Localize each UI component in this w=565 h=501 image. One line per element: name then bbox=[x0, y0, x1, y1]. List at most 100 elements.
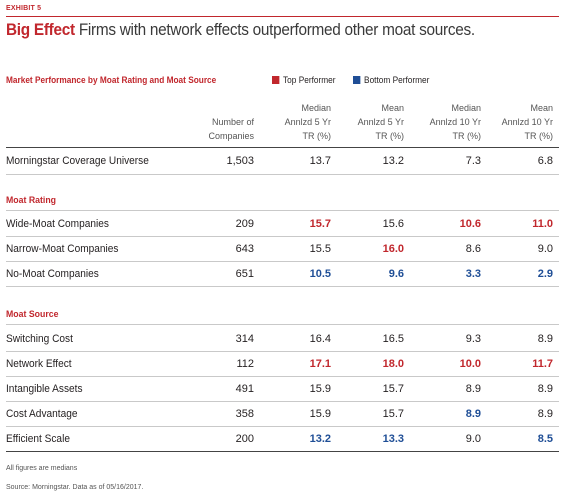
row-divider bbox=[6, 324, 559, 325]
table-cell: 15.7 bbox=[382, 407, 404, 420]
row-divider bbox=[6, 351, 559, 352]
table-cell: 358 bbox=[235, 407, 254, 420]
table-cell: 643 bbox=[235, 242, 254, 255]
table-cell: 3.3 bbox=[465, 267, 481, 280]
row-label: No-Moat Companies bbox=[6, 267, 99, 280]
column-header-line: Annlzd 5 Yr bbox=[357, 117, 404, 127]
table-cell: 15.9 bbox=[309, 382, 331, 395]
table-cell: 16.0 bbox=[382, 242, 404, 255]
column-header-line: Annlzd 10 Yr bbox=[501, 117, 553, 127]
row-divider bbox=[6, 147, 559, 148]
table-cell: 8.6 bbox=[465, 242, 481, 255]
table-cell: 13.2 bbox=[382, 154, 404, 167]
table-cell: 13.7 bbox=[309, 154, 331, 167]
legend-top-performer: Top Performer bbox=[272, 75, 336, 85]
row-label: Switching Cost bbox=[6, 332, 73, 345]
table-cell: 16.4 bbox=[309, 332, 331, 345]
table-cell: 8.5 bbox=[537, 432, 553, 445]
row-divider bbox=[6, 401, 559, 402]
legend-swatch-top bbox=[272, 76, 280, 84]
column-header-line: Median bbox=[451, 103, 481, 113]
table-cell: 9.0 bbox=[465, 432, 481, 445]
column-header-3: Mean Annlzd 5 Yr TR (%) bbox=[324, 101, 404, 143]
table-cell: 15.9 bbox=[309, 407, 331, 420]
row-divider bbox=[6, 236, 559, 237]
column-header-line: Annlzd 10 Yr bbox=[429, 117, 481, 127]
row-label: Efficient Scale bbox=[6, 432, 70, 445]
row-divider bbox=[6, 451, 559, 452]
column-header-line: TR (%) bbox=[524, 131, 554, 141]
table-cell: 8.9 bbox=[537, 332, 553, 345]
top-rule bbox=[6, 16, 559, 17]
row-label: Morningstar Coverage Universe bbox=[6, 154, 149, 167]
column-header-1: Number of Companies bbox=[174, 115, 254, 143]
table-cell: 11.0 bbox=[532, 217, 553, 230]
row-divider bbox=[6, 426, 559, 427]
table-cell: 13.3 bbox=[382, 432, 404, 445]
column-header-line: Annlzd 5 Yr bbox=[284, 117, 331, 127]
table-cell: 1,503 bbox=[226, 154, 254, 167]
exhibit-label: EXHIBIT 5 bbox=[6, 5, 42, 12]
table-cell: 314 bbox=[235, 332, 254, 345]
section-heading: Moat Source bbox=[6, 309, 59, 320]
table-cell: 8.9 bbox=[537, 407, 553, 420]
table-cell: 11.7 bbox=[532, 357, 553, 370]
row-divider bbox=[6, 210, 559, 211]
row-label: Wide-Moat Companies bbox=[6, 217, 109, 230]
headline-text: Firms with network effects outperformed … bbox=[74, 21, 475, 39]
table-cell: 8.9 bbox=[465, 382, 481, 395]
table-cell: 2.9 bbox=[537, 267, 553, 280]
legend-label-top: Top Performer bbox=[283, 75, 336, 85]
table-cell: 10.6 bbox=[459, 217, 481, 230]
section-heading: Moat Rating bbox=[6, 195, 57, 206]
column-header-4: Median Annlzd 10 Yr TR (%) bbox=[401, 101, 481, 143]
table-cell: 9.6 bbox=[388, 267, 404, 280]
table-cell: 10.5 bbox=[309, 267, 331, 280]
column-header-line: Median bbox=[301, 103, 331, 113]
column-header-line: TR (%) bbox=[375, 131, 405, 141]
row-label: Intangible Assets bbox=[6, 382, 83, 395]
legend-bottom-performer: Bottom Performer bbox=[353, 75, 429, 85]
column-header-line: Companies bbox=[208, 131, 254, 141]
footnote: All figures are medians bbox=[6, 465, 78, 472]
table-cell: 7.3 bbox=[465, 154, 481, 167]
table-cell: 6.8 bbox=[537, 154, 553, 167]
column-header-line: Mean bbox=[381, 103, 404, 113]
source-note: Source: Morningstar. Data as of 05/16/20… bbox=[6, 484, 144, 491]
row-label: Cost Advantage bbox=[6, 407, 78, 420]
column-header-2: Median Annlzd 5 Yr TR (%) bbox=[251, 101, 331, 143]
table-cell: 209 bbox=[235, 217, 254, 230]
column-header-5: Mean Annlzd 10 Yr TR (%) bbox=[473, 101, 553, 143]
table-cell: 9.0 bbox=[537, 242, 553, 255]
row-divider bbox=[6, 376, 559, 377]
table-cell: 491 bbox=[235, 382, 254, 395]
table-cell: 16.5 bbox=[382, 332, 404, 345]
column-header-line: Mean bbox=[530, 103, 553, 113]
table-cell: 15.7 bbox=[382, 382, 404, 395]
table-cell: 17.1 bbox=[309, 357, 331, 370]
table-cell: 112 bbox=[236, 357, 254, 370]
table-cell: 9.3 bbox=[465, 332, 481, 345]
column-header-line: TR (%) bbox=[302, 131, 332, 141]
row-divider bbox=[6, 174, 559, 175]
table-cell: 15.5 bbox=[309, 242, 331, 255]
row-label: Network Effect bbox=[6, 357, 72, 370]
table-cell: 18.0 bbox=[382, 357, 404, 370]
row-divider bbox=[6, 286, 559, 287]
table-cell: 200 bbox=[235, 432, 254, 445]
legend-label-bottom: Bottom Performer bbox=[364, 75, 430, 85]
row-divider bbox=[6, 261, 559, 262]
table-cell: 15.6 bbox=[382, 217, 404, 230]
headline-lead: Big Effect bbox=[6, 21, 75, 39]
headline: Big Effect Firms with network effects ou… bbox=[6, 21, 475, 40]
legend-swatch-bottom bbox=[353, 76, 361, 84]
column-header-line: Number of bbox=[211, 117, 254, 127]
table-cell: 15.7 bbox=[309, 217, 331, 230]
table-cell: 8.9 bbox=[537, 382, 553, 395]
table-cell: 8.9 bbox=[465, 407, 481, 420]
column-header-line: TR (%) bbox=[452, 131, 482, 141]
table-cell: 10.0 bbox=[459, 357, 481, 370]
row-label: Narrow-Moat Companies bbox=[6, 242, 119, 255]
table-cell: 13.2 bbox=[309, 432, 331, 445]
table-subtitle: Market Performance by Moat Rating and Mo… bbox=[6, 75, 217, 85]
